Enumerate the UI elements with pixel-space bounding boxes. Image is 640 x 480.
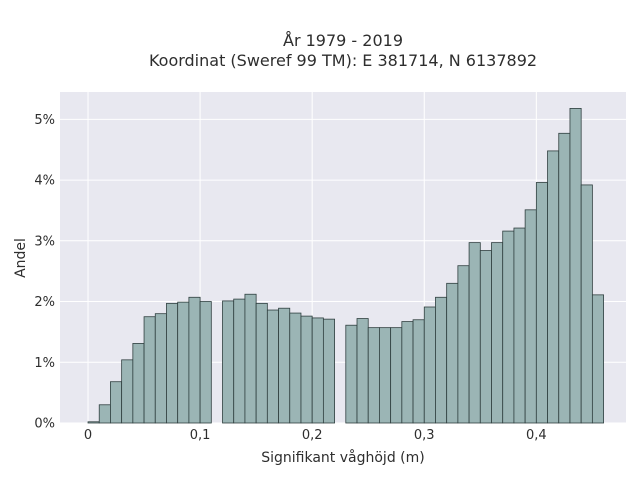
x-tick-label: 0 bbox=[84, 428, 92, 443]
histogram-bar bbox=[110, 381, 123, 424]
histogram-bar bbox=[121, 359, 134, 424]
histogram-bar bbox=[278, 307, 291, 424]
histogram-bar bbox=[524, 209, 537, 424]
y-tick-label: 4% bbox=[34, 174, 55, 189]
x-tick-label: 0,1 bbox=[190, 428, 211, 443]
histogram-bar bbox=[188, 296, 201, 424]
chart-title-line-1: År 1979 - 2019 bbox=[283, 31, 403, 50]
y-axis-label: Andel bbox=[13, 238, 29, 278]
histogram-bar bbox=[222, 300, 235, 424]
histogram-bar bbox=[289, 312, 302, 424]
histogram-bar bbox=[87, 421, 100, 424]
histogram-bar bbox=[468, 242, 481, 424]
histogram-bar bbox=[311, 317, 324, 424]
histogram-bar bbox=[177, 301, 190, 424]
histogram-bar bbox=[345, 324, 358, 424]
histogram-bar bbox=[132, 343, 145, 424]
histogram-bar bbox=[154, 313, 167, 424]
histogram-bar bbox=[446, 282, 459, 424]
histogram-bar bbox=[435, 296, 448, 424]
histogram-bar bbox=[412, 319, 425, 424]
histogram-bar bbox=[233, 298, 246, 424]
histogram-bar bbox=[255, 302, 268, 424]
x-tick-label: 0,4 bbox=[526, 428, 547, 443]
histogram-bar bbox=[199, 301, 212, 424]
histogram-bar bbox=[423, 306, 436, 424]
histogram-bar bbox=[558, 132, 571, 424]
y-tick-label: 1% bbox=[34, 356, 55, 371]
histogram-bar bbox=[322, 318, 335, 424]
histogram-bar bbox=[491, 242, 504, 424]
histogram-bar bbox=[143, 316, 156, 424]
histogram-bar bbox=[502, 230, 515, 424]
y-tick-label: 5% bbox=[34, 113, 55, 128]
histogram-bar bbox=[457, 265, 470, 424]
histogram-bar bbox=[479, 250, 492, 424]
histogram-bar bbox=[569, 107, 582, 424]
histogram-bar bbox=[547, 150, 560, 424]
y-tick-label: 2% bbox=[34, 295, 55, 310]
tick-labels: 0 0,1 0,2 0,3 0,4 0% 1% 2% 3% 4% 5% bbox=[34, 113, 546, 443]
histogram-bar bbox=[401, 321, 414, 424]
y-tick-label: 3% bbox=[34, 234, 55, 249]
histogram-bar bbox=[266, 309, 279, 424]
histogram-bar bbox=[356, 318, 369, 424]
x-tick-label: 0,2 bbox=[302, 428, 323, 443]
bars bbox=[87, 107, 604, 424]
histogram-bar bbox=[379, 327, 392, 424]
histogram-bar bbox=[580, 184, 593, 424]
y-tick-label: 0% bbox=[34, 417, 55, 432]
histogram-bar bbox=[98, 404, 111, 424]
histogram-bar bbox=[244, 293, 257, 424]
histogram-bar bbox=[166, 302, 179, 424]
x-axis-label: Signifikant våghöjd (m) bbox=[261, 449, 424, 466]
chart-title-line-2: Koordinat (Sweref 99 TM): E 381714, N 61… bbox=[149, 51, 537, 70]
x-tick-label: 0,3 bbox=[414, 428, 435, 443]
histogram-bar bbox=[300, 315, 313, 424]
histogram-bar bbox=[390, 327, 403, 424]
histogram-bar bbox=[535, 182, 548, 424]
histogram-bar bbox=[367, 327, 380, 424]
histogram-bar bbox=[513, 227, 526, 424]
histogram-bar bbox=[591, 294, 604, 424]
